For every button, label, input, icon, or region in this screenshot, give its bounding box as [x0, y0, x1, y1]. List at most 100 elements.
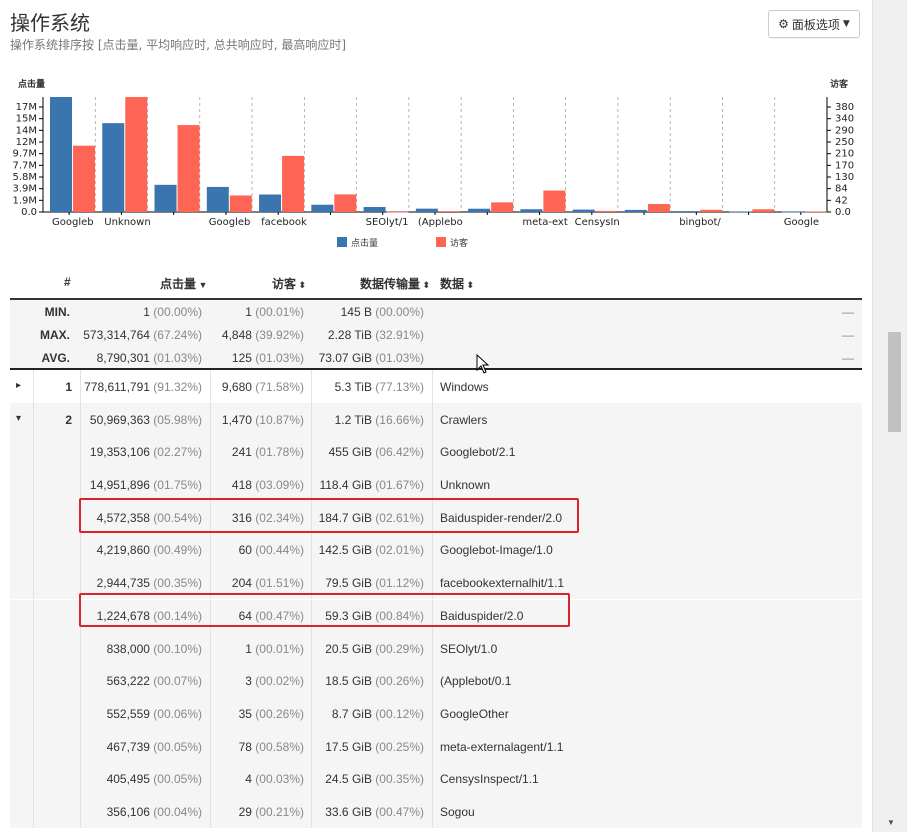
panel-options-button[interactable]: ⚙ 面板选项 ▼: [768, 10, 860, 38]
bar-visitors: [282, 155, 305, 212]
col-data-label: 数据: [440, 277, 465, 291]
column-divider: [432, 697, 433, 731]
bar-hits: [206, 186, 229, 212]
table-row: 4,572,358 (00.54%) 316 (02.34%) 184.7 GiB …: [10, 501, 862, 535]
column-divider: [80, 730, 81, 763]
column-divider: [33, 664, 34, 698]
row-hits: 778,611,791 (91.32%): [84, 379, 202, 394]
left-tick-label: 17M: [16, 102, 37, 113]
row-bandwidth: 18.5 GiB (00.26%): [325, 674, 424, 689]
expanded-triangle-icon[interactable]: ▾: [16, 412, 22, 424]
row-bandwidth: 17.5 GiB (00.25%): [325, 739, 424, 754]
column-divider: [33, 436, 34, 469]
row-visitors: 4 (00.03%): [245, 772, 304, 787]
caret-down-icon: ▼: [842, 19, 850, 29]
row-hits: 50,969,363 (05.98%): [89, 412, 202, 427]
column-divider: [432, 599, 433, 633]
sort-desc-icon: ▼: [196, 280, 208, 290]
left-tick-label: 15M: [16, 114, 37, 125]
row-visitors: 60 (00.44%): [238, 543, 304, 558]
col-data-header[interactable]: 数据 ⬍: [440, 275, 474, 292]
column-divider: [80, 632, 81, 665]
bar-hits: [311, 204, 334, 212]
column-divider: [432, 370, 433, 403]
column-divider: [210, 370, 211, 403]
row-visitors: 241 (01.78%): [231, 445, 304, 460]
bar-hits: [624, 209, 647, 212]
row-visitors: 418 (03.09%): [231, 478, 304, 493]
column-divider: [33, 403, 34, 436]
row-bandwidth: 24.5 GiB (00.35%): [325, 772, 424, 787]
column-divider: [210, 468, 211, 502]
table-row-group[interactable]: ▸ 1 778,611,791 (91.32%) 9,680 (71.58%) 5.3 …: [10, 370, 862, 404]
x-tick-label: Google: [784, 217, 819, 228]
col-hits-label: 点击量: [160, 277, 197, 291]
column-divider: [311, 403, 312, 436]
col-hits-header[interactable]: 点击量 ▼: [160, 275, 207, 292]
right-tick-label: 380: [835, 102, 854, 113]
column-divider: [311, 468, 312, 502]
bar-visitors: [229, 195, 252, 212]
x-tick-label: SEOlyt/1: [366, 217, 409, 228]
col-num-header: #: [64, 275, 71, 289]
column-divider: [432, 566, 433, 600]
col-visitors-header[interactable]: 访客 ⬍: [272, 275, 306, 292]
scrollbar-thumb[interactable]: [888, 332, 901, 432]
column-divider: [311, 795, 312, 829]
summary-visitors: 4,848 (39.92%): [221, 328, 304, 342]
column-divider: [33, 501, 34, 535]
row-bandwidth: 118.4 GiB (01.67%): [319, 478, 424, 493]
bar-visitors: [647, 204, 670, 212]
col-bandwidth-label: 数据传输量: [360, 277, 421, 291]
right-tick-label: 0.0: [835, 207, 851, 218]
bar-hits: [363, 207, 386, 212]
bar-hits: [468, 208, 491, 212]
col-bandwidth-header[interactable]: 数据传输量 ⬍: [360, 275, 430, 292]
column-divider: [311, 632, 312, 665]
table-row-group[interactable]: ▾ 2 50,969,363 (05.98%) 1,470 (10.87%) 1.2 T…: [10, 403, 862, 436]
left-tick-label: 7.7M: [12, 160, 37, 171]
column-divider: [33, 468, 34, 502]
table-row: 552,559 (00.06%) 35 (00.26%) 8.7 GiB (00.1…: [10, 697, 862, 731]
row-data: Sogou: [440, 805, 475, 820]
gear-icon: ⚙: [778, 17, 789, 31]
column-divider: [210, 632, 211, 665]
column-divider: [311, 534, 312, 567]
row-visitors: 1,470 (10.87%): [221, 412, 304, 427]
column-divider: [33, 534, 34, 567]
summary-row: MIN. 1 (00.00%) 1 (00.01%) 145 B (00.00%) —: [10, 301, 862, 323]
right-tick-label: 250: [835, 137, 854, 148]
column-divider: [33, 795, 34, 829]
right-tick-label: 210: [835, 149, 854, 160]
column-divider: [80, 534, 81, 567]
column-divider: [432, 403, 433, 436]
bar-hits: [415, 208, 438, 212]
summary-label: AVG.: [41, 351, 70, 365]
summary-bandwidth: 73.07 GiB (01.03%): [318, 351, 424, 365]
summary-bandwidth: 145 B (00.00%): [340, 305, 424, 319]
scroll-down-arrow-icon[interactable]: ▼: [887, 818, 895, 827]
summary-hits: 8,790,301 (01.03%): [96, 351, 202, 365]
table-body: ▸ 1 778,611,791 (91.32%) 9,680 (71.58%) 5.3 …: [10, 370, 862, 832]
sort-icon: ⬍: [420, 280, 431, 290]
row-hits: 552,559 (00.06%): [106, 706, 202, 721]
row-visitors: 64 (00.47%): [238, 608, 304, 623]
row-data: Baiduspider-render/2.0: [440, 510, 563, 525]
collapsed-triangle-icon[interactable]: ▸: [16, 379, 22, 391]
table-row: 14,951,896 (01.75%) 418 (03.09%) 118.4 GiB…: [10, 468, 862, 502]
table-row: 838,000 (00.10%) 1 (00.01%) 20.5 GiB (00.2…: [10, 632, 862, 665]
x-tick-label: bingbot/: [679, 217, 721, 228]
sort-icon: ⬍: [296, 280, 307, 290]
bar-hits: [781, 211, 804, 213]
bar-visitors: [700, 209, 723, 212]
summary-bandwidth: 2.28 TiB (32.91%): [327, 328, 424, 342]
bar-hits: [102, 123, 125, 212]
bar-visitors: [543, 190, 566, 212]
row-visitors: 204 (01.51%): [231, 576, 304, 591]
right-tick-label: 84: [835, 184, 848, 195]
summary-hits: 573,314,764 (67.24%): [83, 328, 202, 342]
column-divider: [80, 566, 81, 600]
column-divider: [80, 468, 81, 502]
table-row: 356,106 (00.04%) 29 (00.21%) 33.6 GiB (00.…: [10, 795, 862, 829]
table-row: 4,219,860 (00.49%) 60 (00.44%) 142.5 GiB (…: [10, 534, 862, 567]
